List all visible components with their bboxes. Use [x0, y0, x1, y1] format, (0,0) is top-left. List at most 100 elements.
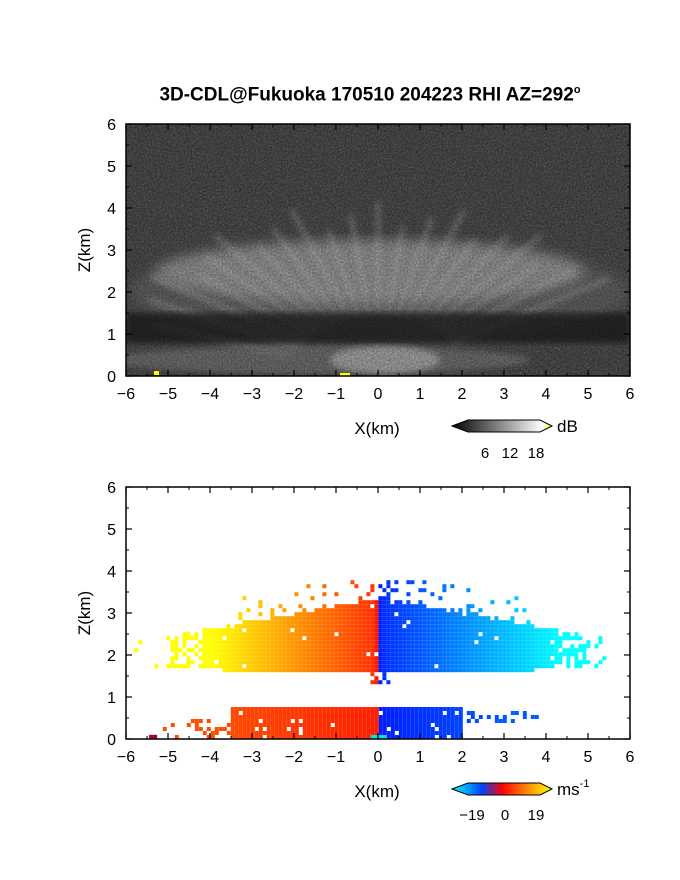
velocity-gate — [374, 711, 379, 715]
velocity-gate — [474, 624, 479, 629]
velocity-gate — [314, 608, 319, 613]
velocity-gate — [318, 731, 323, 735]
velocity-gate — [450, 628, 455, 633]
velocity-gate — [378, 652, 383, 657]
velocity-gate — [410, 652, 415, 657]
velocity-gate — [450, 719, 455, 723]
velocity-gate — [374, 632, 379, 637]
velocity-gate — [334, 608, 339, 613]
velocity-gate — [210, 640, 215, 645]
velocity-gate — [442, 588, 447, 593]
velocity-gate — [338, 624, 343, 629]
velocity-gate — [334, 652, 339, 657]
velocity-gate — [366, 735, 371, 739]
velocity-gate — [234, 640, 239, 645]
velocity-gate — [430, 636, 435, 641]
velocity-gate — [502, 636, 507, 641]
velocity-gate — [250, 664, 255, 669]
velocity-gate — [326, 660, 331, 665]
velocity-gate — [366, 664, 371, 669]
velocity-gate — [274, 668, 279, 673]
velocity-gate — [534, 644, 539, 649]
velocity-gate — [306, 616, 311, 621]
velocity-gate — [474, 616, 479, 621]
velocity-gate — [478, 616, 483, 621]
velocity-gate — [242, 648, 247, 653]
velocity-gate — [242, 640, 247, 645]
velocity-gate — [194, 652, 199, 657]
velocity-gate — [238, 707, 243, 711]
x-tick-label: 1 — [416, 386, 425, 403]
velocity-gate — [326, 707, 331, 711]
velocity-gate — [362, 711, 367, 715]
velocity-gate — [466, 640, 471, 645]
velocity-gate — [222, 660, 227, 665]
velocity-gate — [294, 648, 299, 653]
velocity-gate — [362, 624, 367, 629]
velocity-gate — [426, 620, 431, 625]
velocity-gate — [318, 620, 323, 625]
velocity-gate — [546, 644, 551, 649]
velocity-gate — [210, 656, 215, 661]
velocity-gate — [354, 652, 359, 657]
velocity-gate — [390, 608, 395, 613]
velocity-gate — [134, 648, 139, 653]
velocity-gate — [322, 620, 327, 625]
velocity-gate — [266, 660, 271, 665]
velocity-gate — [422, 735, 427, 739]
velocity-gate — [234, 652, 239, 657]
velocity-gate — [386, 680, 391, 685]
velocity-gate — [266, 628, 271, 633]
velocity-gate — [410, 624, 415, 629]
velocity-gate — [334, 719, 339, 723]
velocity-gate — [438, 668, 443, 673]
velocity-gate — [578, 636, 583, 641]
y-tick-label: 0 — [107, 369, 116, 386]
velocity-gate — [306, 664, 311, 669]
velocity-gate — [442, 608, 447, 613]
velocity-gate — [234, 723, 239, 727]
velocity-gate — [490, 632, 495, 637]
velocity-gate — [366, 648, 371, 653]
velocity-gate — [486, 656, 491, 661]
velocity-gate — [482, 616, 487, 621]
velocity-gate — [166, 636, 171, 641]
velocity-gate — [346, 604, 351, 609]
velocity-gate — [534, 636, 539, 641]
velocity-gate — [242, 711, 247, 715]
velocity-gate — [386, 616, 391, 621]
velocity-gate — [338, 656, 343, 661]
velocity-gate — [338, 731, 343, 735]
velocity-gate — [566, 652, 571, 657]
velocity-gate — [450, 668, 455, 673]
velocity-gate — [390, 624, 395, 629]
velocity-gate — [314, 656, 319, 661]
velocity-gate — [330, 624, 335, 629]
velocity-gate — [326, 648, 331, 653]
velocity-gate — [434, 707, 439, 711]
velocity-gate — [466, 632, 471, 637]
velocity-gate — [506, 660, 511, 665]
reflectivity-colorbar-tick: 18 — [528, 445, 545, 462]
velocity-gate — [230, 652, 235, 657]
velocity-gate — [238, 735, 243, 739]
velocity-gate — [198, 656, 203, 661]
velocity-gate — [266, 707, 271, 711]
velocity-gate — [254, 723, 259, 727]
velocity-gate — [530, 664, 535, 669]
velocity-gate — [494, 616, 499, 621]
velocity-gate — [430, 660, 435, 665]
velocity-gate — [310, 731, 315, 735]
velocity-gate — [274, 731, 279, 735]
velocity-gate — [182, 652, 187, 657]
velocity-gate — [226, 636, 231, 641]
velocity-gate — [210, 735, 215, 739]
velocity-gate — [410, 608, 415, 613]
velocity-gate — [402, 608, 407, 613]
velocity-gate — [394, 608, 399, 613]
velocity-gate — [530, 652, 535, 657]
velocity-gate — [338, 735, 343, 739]
velocity-gate — [298, 616, 303, 621]
velocity-gate — [430, 707, 435, 711]
velocity-gate — [334, 664, 339, 669]
